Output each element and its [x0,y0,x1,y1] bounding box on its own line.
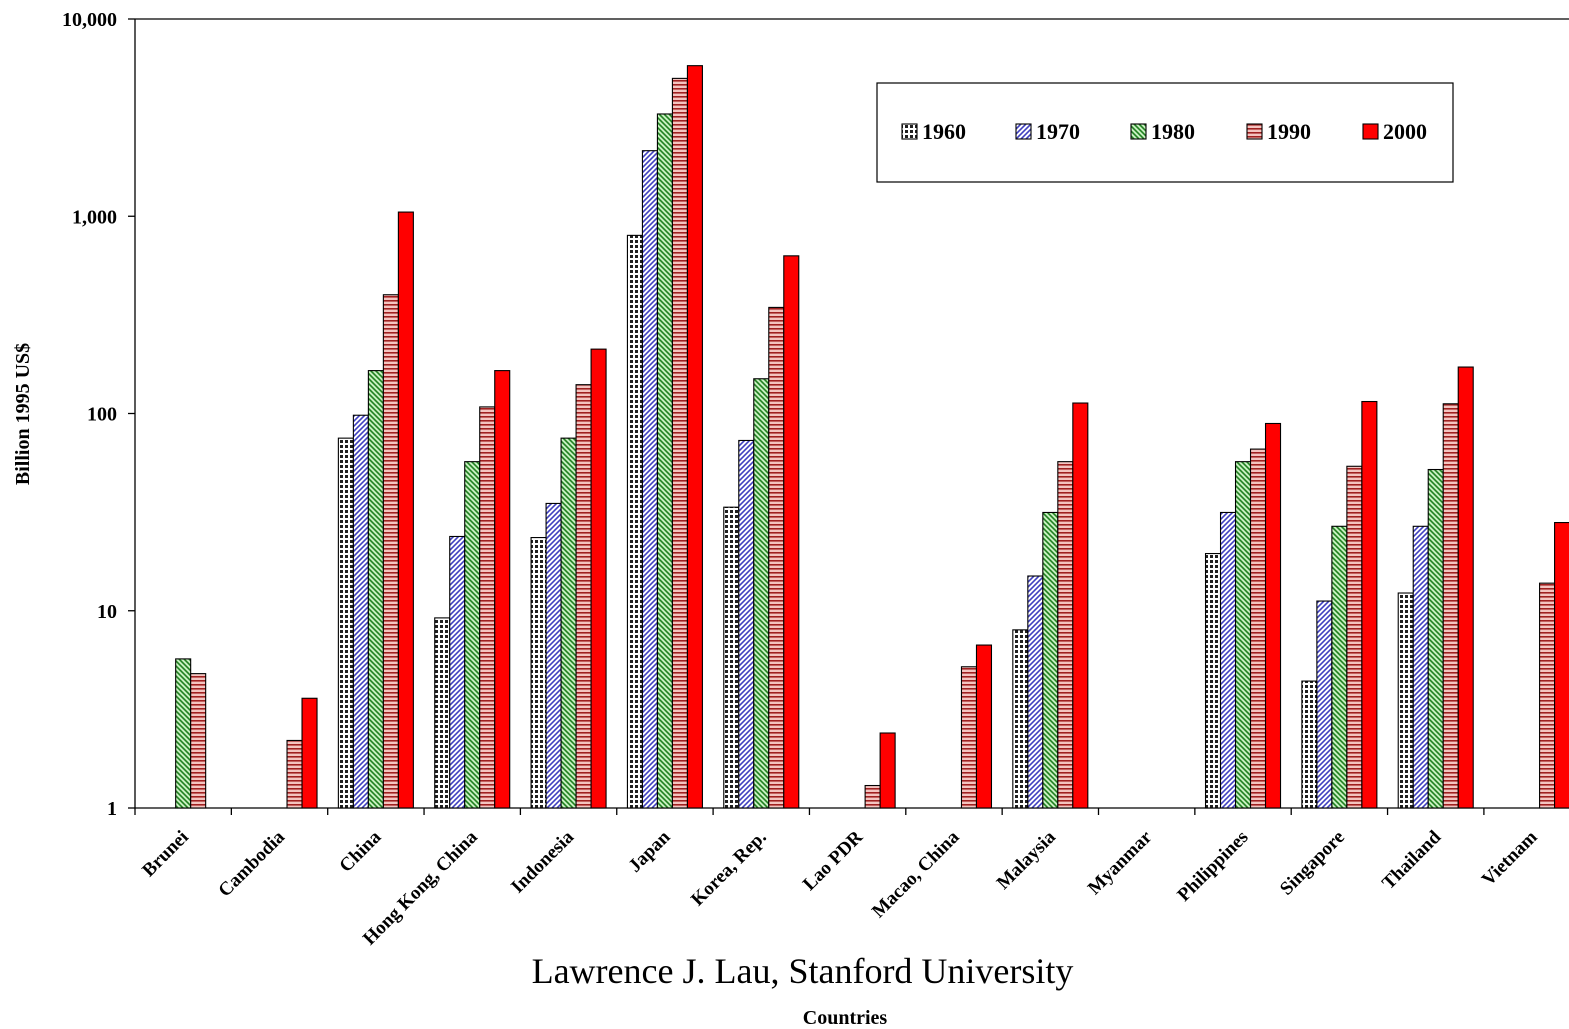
bar-1970-korea-rep- [738,439,755,809]
bar-2000-japan [686,65,703,809]
x-axis [134,807,1569,815]
bar-2000-philippines [1264,422,1282,809]
x-tick-label: Japan [625,826,675,876]
bar-1990-vietnam [1539,582,1556,809]
y-axis-title: Billion 1995 US$ [12,343,34,485]
bar-1970-singapore [1316,600,1333,809]
legend-label-1980: 1980 [1151,119,1195,144]
bar-1980-philippines [1234,461,1252,809]
x-tick-label: Vietnam [1478,827,1542,891]
bar-1970-china [352,414,369,809]
x-tick-label: China [335,826,385,876]
bar-1990-cambodia [286,739,303,809]
x-tick-label: Brunei [138,827,192,881]
y-axis: 1 10 100 1,000 10,000 [62,9,1569,820]
bar-1960-korea-rep- [723,506,740,809]
legend: 1960 1970 1980 1990 2000 [876,82,1454,183]
bar-2000-korea-rep- [783,255,800,809]
x-tick-label: Myanmar [1084,826,1157,899]
bar-1960-thailand [1397,592,1414,809]
bar-1970-hong-kong-china [449,535,466,809]
x-tick-label: Cambodia [214,826,289,901]
bar-1990-singapore [1346,465,1363,809]
bar-2000-indonesia [590,348,607,809]
x-tick-label: Malaysia [993,826,1060,893]
x-tick-label: Lao PDR [799,826,867,894]
bar-1970-philippines [1219,511,1237,809]
bar-1990-china [382,294,399,809]
legend-label-1970: 1970 [1036,119,1080,144]
bar-2000-macao-china [975,644,993,809]
legend-label-1990: 1990 [1267,119,1311,144]
legend-box [876,82,1454,183]
bar-1970-japan [641,150,658,809]
x-tick-label: Philippines [1173,827,1252,906]
bar-1990-lao-pdr [864,784,881,809]
x-tick-label: Thailand [1378,826,1445,893]
y-tick-label: 10 [97,601,117,623]
bar-1980-hong-kong-china [464,461,481,809]
bar-1960-philippines [1204,552,1222,809]
legend-swatch-2000 [1362,123,1379,140]
bar-1980-malaysia [1042,511,1059,809]
bar-2000-cambodia [301,697,318,809]
bar-1960-hong-kong-china [434,617,451,809]
bar-1980-japan [656,113,673,809]
legend-label-1960: 1960 [922,119,966,144]
bar-1990-philippines [1249,448,1267,809]
bar-1970-malaysia [1027,575,1044,809]
y-tick-label: 100 [87,404,117,426]
bar-1960-malaysia [1012,629,1029,809]
bar-1960-singapore [1301,680,1318,809]
bar-1990-indonesia [575,384,592,809]
legend-swatch-1980 [1130,123,1147,140]
x-tick-label: Indonesia [507,826,578,897]
x-axis-title: Countries [803,1007,888,1029]
bar-1990-korea-rep- [768,306,785,809]
bar-1970-thailand [1412,525,1429,809]
bar-2000-china [397,211,414,809]
bar-2000-vietnam [1554,521,1569,809]
x-tick-label: Singapore [1276,827,1349,900]
legend-label-2000: 2000 [1383,119,1427,144]
bar-1960-china [337,437,354,809]
y-tick-label: 10,000 [62,9,117,31]
x-tick-label: Macao, China [868,826,964,922]
bar-2000-hong-kong-china [494,370,511,809]
bar-1960-japan [626,234,643,809]
bar-2000-singapore [1361,400,1378,809]
bar-1990-thailand [1442,403,1459,809]
bar-1990-brunei [190,673,207,809]
bar-2000-thailand [1457,366,1474,809]
legend-swatch-1960 [901,123,918,140]
bar-1980-thailand [1427,468,1444,809]
y-tick-label: 1 [107,798,117,820]
bar-1990-hong-kong-china [479,406,496,809]
bar-1980-indonesia [560,437,577,809]
bars [175,65,1569,809]
x-tick-label: Korea, Rep. [687,827,771,911]
bar-1990-japan [671,77,688,809]
bar-1980-china [367,370,384,809]
bar-1980-brunei [175,658,192,809]
legend-swatch-1990 [1246,123,1263,140]
y-tick-label: 1,000 [72,206,117,228]
bar-1990-malaysia [1057,461,1074,809]
bar-2000-lao-pdr [879,732,896,809]
bar-1990-macao-china [960,666,978,809]
bar-1980-singapore [1331,525,1348,809]
bar-1970-indonesia [545,502,562,809]
bar-1980-korea-rep- [753,378,770,809]
credit-line: Lawrence J. Lau, Stanford University [531,951,1074,991]
legend-swatch-1970 [1015,123,1032,140]
bar-2000-malaysia [1072,402,1089,809]
bar-1960-indonesia [530,537,547,809]
